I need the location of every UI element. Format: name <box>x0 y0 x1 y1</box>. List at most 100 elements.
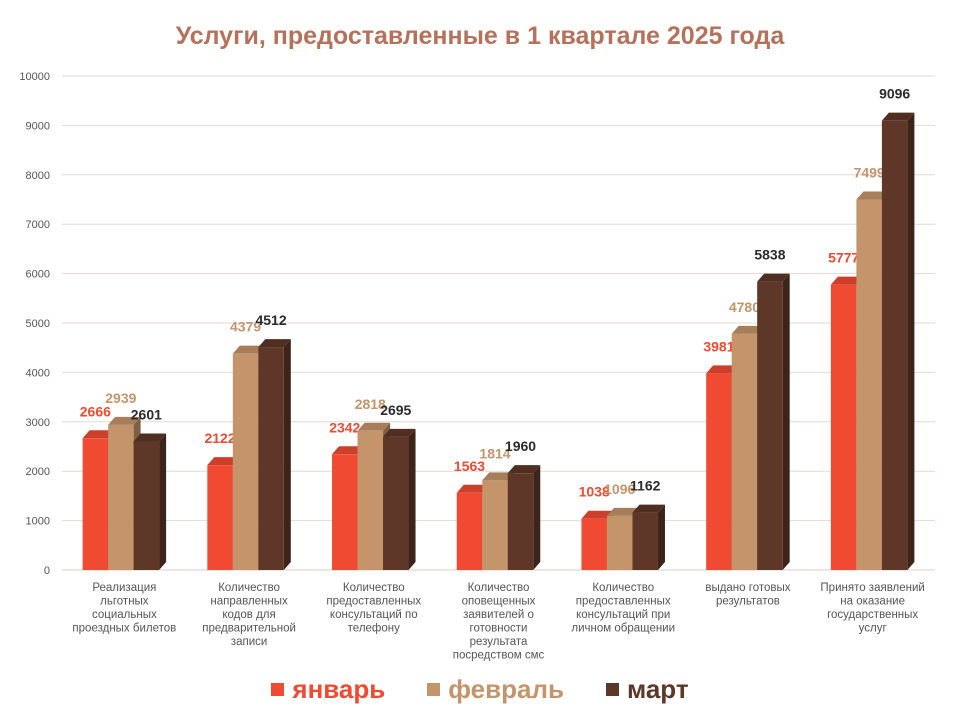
x-category-label: Количество <box>218 582 280 594</box>
data-label: 3981 <box>703 338 734 354</box>
y-tick-label: 3000 <box>26 417 50 429</box>
data-label: 5838 <box>754 247 785 263</box>
bar-top <box>606 507 640 516</box>
bar-top <box>830 276 864 285</box>
bar-side <box>408 428 416 570</box>
data-label: 9096 <box>879 86 910 102</box>
bar-top <box>632 504 665 513</box>
y-tick-label: 8000 <box>26 170 50 182</box>
y-tick-label: 6000 <box>26 269 50 281</box>
x-category-label: Количество <box>592 582 654 594</box>
bar-side <box>782 273 790 570</box>
legend-label-january: январь <box>292 674 386 704</box>
data-label: 2342 <box>329 419 360 435</box>
bar-side <box>533 465 541 570</box>
bar-chart: 0 1000 2000 3000 4000 5000 6000 7000 8000 9000 100… <box>19 71 935 662</box>
x-category-label: оповещенных <box>462 596 536 608</box>
x-category-label: записи <box>231 636 268 648</box>
y-tick-label: 2000 <box>26 466 50 478</box>
data-label: 2818 <box>355 396 386 412</box>
y-tick-label: 5000 <box>26 318 50 330</box>
data-label: 1960 <box>505 438 536 454</box>
bar-top <box>82 430 116 439</box>
x-category-label: Количество <box>343 582 405 594</box>
bar-top <box>207 457 240 466</box>
x-category-label: предварительной <box>202 623 296 635</box>
x-category-label: посредством смс <box>453 650 545 662</box>
legend-swatch-march <box>605 683 619 696</box>
x-category-label: заявителей о <box>463 609 534 621</box>
bar <box>383 436 409 570</box>
x-category-label: готовности <box>470 623 528 635</box>
bar <box>357 430 384 570</box>
legend-label-march: март <box>626 674 689 704</box>
bar-top <box>332 446 365 455</box>
bar-side <box>907 112 915 571</box>
x-category-label: результатов <box>716 596 780 608</box>
legend-swatch-february <box>427 683 441 696</box>
data-label: 2122 <box>204 430 235 446</box>
x-category-label: Принято заявлений <box>820 582 924 594</box>
data-label: 2601 <box>131 407 162 423</box>
bar-top <box>881 112 915 121</box>
bar <box>82 438 109 570</box>
bar-top <box>706 365 739 374</box>
legend-item-march: март <box>605 674 689 705</box>
y-tick-label: 4000 <box>26 367 50 379</box>
data-label: 1563 <box>454 458 485 474</box>
bar <box>830 284 857 570</box>
bar-top <box>757 273 790 282</box>
data-label: 1814 <box>479 445 510 461</box>
data-label: 1096 <box>604 481 635 497</box>
x-category-label: услуг <box>859 623 887 635</box>
bar <box>706 373 732 570</box>
bar <box>731 333 758 570</box>
x-category-label: консультаций при <box>576 609 670 621</box>
bar-top <box>383 428 416 437</box>
bar <box>456 492 483 570</box>
bar <box>108 424 134 570</box>
legend-label-february: февраль <box>448 674 564 704</box>
bar-side <box>657 504 665 570</box>
bar-top <box>456 484 490 493</box>
data-label: 4379 <box>230 319 261 335</box>
legend-item-february: февраль <box>427 674 564 705</box>
bar <box>757 281 783 570</box>
x-category-label: предоставленных <box>576 596 671 608</box>
legend-swatch-january <box>271 683 285 696</box>
bar <box>507 473 534 570</box>
x-category-label: государственных <box>827 609 918 621</box>
bar-top <box>232 345 266 354</box>
x-category-label: льготных <box>100 596 149 608</box>
bar-top <box>482 472 515 481</box>
bar-top <box>133 433 167 442</box>
bar <box>258 347 284 570</box>
bar <box>581 518 607 570</box>
x-category-label: на оказание <box>840 596 905 608</box>
y-tick-label: 0 <box>44 565 50 577</box>
bar-side <box>283 339 291 570</box>
data-label: 2666 <box>80 403 111 419</box>
bar-top <box>856 191 889 200</box>
x-category-label: выдано готовых <box>705 582 790 594</box>
bar-top <box>581 510 614 519</box>
data-label: 1162 <box>630 478 661 494</box>
data-label: 7499 <box>854 165 885 181</box>
data-label: 5777 <box>828 250 859 266</box>
x-category-label: предоставленных <box>326 596 421 608</box>
legend: январь февраль март <box>0 674 960 705</box>
x-category-label: социальных <box>92 609 157 621</box>
y-tick-label: 7000 <box>26 219 50 231</box>
y-tick-label: 1000 <box>26 516 50 528</box>
data-label: 2939 <box>105 390 136 406</box>
bar-top <box>507 465 541 474</box>
x-category-label: Реализация <box>92 582 156 594</box>
bar <box>332 454 358 570</box>
bar-side <box>159 433 167 570</box>
bar-top <box>108 416 141 425</box>
x-category-label: личном обращении <box>571 623 675 635</box>
bar-top <box>731 325 765 334</box>
legend-item-january: январь <box>271 674 385 705</box>
bar <box>482 480 508 570</box>
x-category-label: телефону <box>348 623 400 635</box>
